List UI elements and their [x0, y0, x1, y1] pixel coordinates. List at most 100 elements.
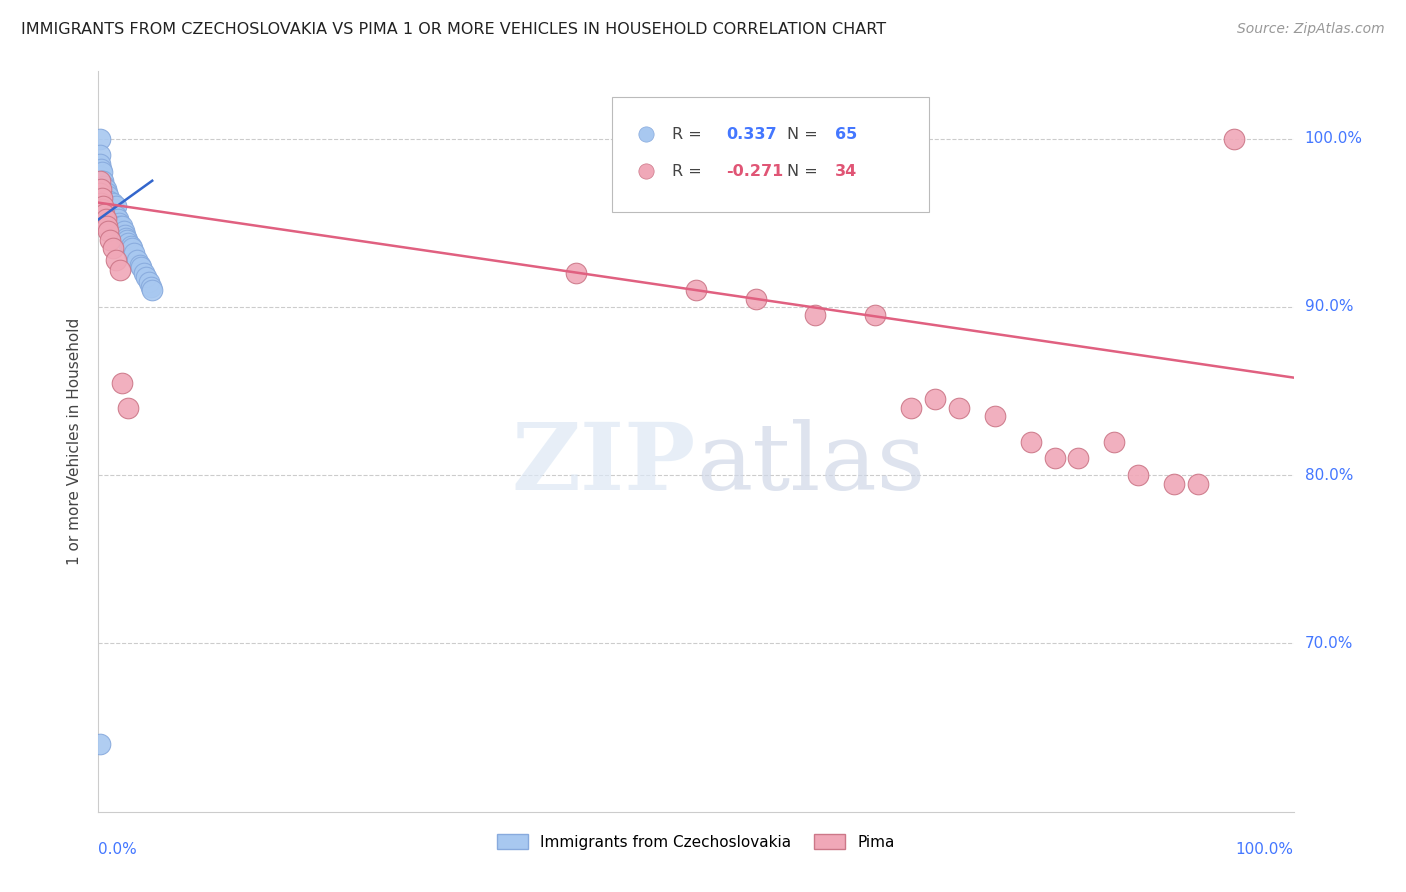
Text: IMMIGRANTS FROM CZECHOSLOVAKIA VS PIMA 1 OR MORE VEHICLES IN HOUSEHOLD CORRELATI: IMMIGRANTS FROM CZECHOSLOVAKIA VS PIMA 1… [21, 22, 886, 37]
FancyBboxPatch shape [613, 97, 929, 212]
Point [139, 279, 162, 293]
Point [1223, 131, 1246, 145]
Point [105, 252, 128, 267]
Text: N =: N = [787, 127, 823, 142]
Point [1019, 434, 1042, 449]
Point [112, 224, 135, 238]
Point [105, 209, 128, 223]
Point [89, 174, 111, 188]
Point [1067, 451, 1090, 466]
Text: atlas: atlas [696, 418, 925, 508]
Point [1043, 451, 1066, 466]
Point [89, 131, 111, 145]
Point [91, 165, 114, 179]
Point [91, 190, 114, 204]
Point [108, 263, 131, 277]
Text: R =: R = [672, 164, 707, 178]
Point [565, 266, 588, 280]
Point [96, 186, 118, 200]
Point [94, 182, 117, 196]
Point [1187, 476, 1209, 491]
Point [89, 195, 111, 210]
Point [685, 283, 707, 297]
Text: -0.271: -0.271 [725, 164, 783, 178]
Point [97, 189, 120, 203]
Point [129, 258, 152, 272]
Point [101, 205, 124, 219]
Point [91, 174, 114, 188]
Point [804, 309, 827, 323]
Point [100, 202, 122, 217]
Point [89, 148, 111, 162]
Point [948, 401, 970, 415]
Point [135, 269, 157, 284]
Point [89, 190, 111, 204]
Point [1163, 476, 1185, 491]
Text: R =: R = [672, 127, 707, 142]
Point [93, 178, 115, 193]
Point [865, 309, 887, 323]
Point [107, 212, 129, 227]
Point [90, 174, 112, 188]
Point [90, 178, 112, 193]
Text: 80.0%: 80.0% [1305, 467, 1353, 483]
Point [115, 233, 138, 247]
Text: 0.0%: 0.0% [98, 842, 138, 857]
Point [91, 182, 114, 196]
Point [96, 219, 118, 234]
Point [91, 174, 114, 188]
Point [120, 239, 142, 253]
Point [132, 266, 155, 280]
Point [94, 199, 117, 213]
Text: 100.0%: 100.0% [1305, 131, 1362, 146]
Point [93, 207, 115, 221]
Point [900, 401, 922, 415]
Point [103, 212, 125, 227]
Point [103, 202, 125, 217]
Text: Source: ZipAtlas.com: Source: ZipAtlas.com [1237, 22, 1385, 37]
Point [110, 222, 132, 236]
Point [101, 195, 124, 210]
Point [89, 182, 111, 196]
Legend: Immigrants from Czechoslovakia, Pima: Immigrants from Czechoslovakia, Pima [491, 828, 901, 856]
Point [91, 182, 114, 196]
Point [96, 195, 118, 210]
Point [125, 252, 148, 267]
Point [121, 241, 143, 255]
Point [1128, 468, 1150, 483]
Point [1104, 434, 1126, 449]
Point [89, 207, 111, 221]
Point [138, 275, 160, 289]
Point [90, 186, 112, 200]
Point [97, 224, 120, 238]
Text: 34: 34 [835, 164, 856, 178]
Point [91, 199, 114, 213]
Point [745, 292, 768, 306]
Text: 70.0%: 70.0% [1305, 636, 1353, 651]
Point [98, 233, 122, 247]
Text: 0.337: 0.337 [725, 127, 776, 142]
Point [124, 246, 146, 260]
Point [117, 401, 139, 415]
Point [90, 195, 112, 210]
Point [91, 190, 114, 204]
Point [111, 376, 134, 390]
Point [89, 186, 111, 200]
Point [114, 227, 136, 242]
Point [98, 202, 121, 217]
Text: ZIP: ZIP [512, 418, 696, 508]
Point [94, 212, 117, 227]
Point [98, 194, 121, 208]
Point [98, 212, 122, 227]
Point [141, 283, 163, 297]
Point [115, 231, 138, 245]
Point [91, 202, 114, 217]
Point [924, 392, 946, 407]
Y-axis label: 1 or more Vehicles in Household: 1 or more Vehicles in Household [67, 318, 83, 566]
Point [97, 199, 120, 213]
Text: 90.0%: 90.0% [1305, 300, 1353, 314]
Text: N =: N = [787, 164, 823, 178]
Point [105, 199, 128, 213]
Point [98, 195, 122, 210]
Point [98, 202, 122, 217]
